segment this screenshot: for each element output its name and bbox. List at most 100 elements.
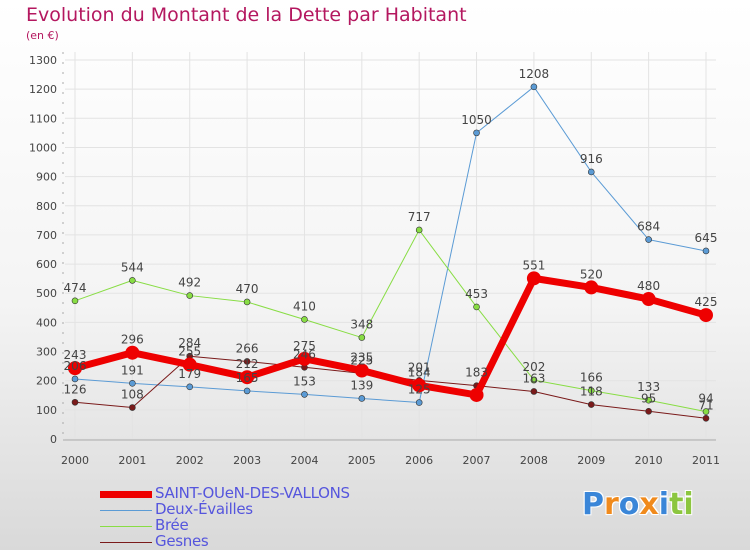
data-label: 492 (178, 276, 201, 290)
data-point (354, 363, 369, 378)
data-point (129, 404, 136, 411)
data-label: 235 (350, 350, 373, 364)
data-label: 246 (293, 347, 316, 361)
data-label: 191 (121, 363, 144, 377)
data-point (473, 129, 480, 137)
data-point (645, 396, 652, 404)
y-tick-label: 600 (36, 258, 57, 271)
x-tick-label: 2002 (176, 454, 204, 467)
legend-label: SAINT-OUeN-DES-VALLONS (155, 484, 350, 502)
data-label: 206 (64, 359, 87, 373)
data-label: 348 (350, 318, 373, 332)
y-tick-label: 400 (36, 316, 57, 329)
x-tick-label: 2005 (348, 454, 376, 467)
data-point (587, 401, 595, 408)
x-tick-label: 2004 (290, 454, 318, 467)
data-label: 453 (465, 287, 488, 301)
series-line (74, 355, 707, 419)
data-point (182, 357, 197, 372)
logo-letter: t (669, 487, 684, 522)
legend-swatch (100, 525, 152, 527)
data-point (71, 375, 79, 383)
data-point (587, 387, 595, 394)
legend-swatch (100, 490, 152, 498)
data-point (584, 280, 599, 295)
data-point (469, 387, 484, 402)
data-point (415, 226, 423, 234)
data-label: 684 (637, 220, 660, 234)
y-tick-label: 500 (36, 287, 57, 300)
data-point (530, 388, 538, 395)
data-point (186, 383, 194, 391)
x-tick-label: 2011 (692, 454, 720, 467)
data-point (645, 236, 652, 243)
y-tick-label: 800 (36, 200, 57, 213)
data-label: 425 (695, 295, 718, 309)
data-label: 296 (121, 333, 144, 347)
y-tick-label: 1000 (29, 141, 57, 154)
logo-letter: P (582, 487, 604, 522)
line-chart: 0 100 200 300 400 500 600 700 800 900 1000 1100 1200… (29, 52, 720, 467)
y-tick-label: 700 (36, 229, 57, 242)
legend-swatch (100, 509, 152, 511)
data-label: 470 (236, 282, 259, 296)
series-line (71, 274, 710, 399)
data-point (530, 376, 538, 384)
data-point (641, 292, 656, 307)
x-tick-label: 2007 (463, 454, 491, 467)
data-point (358, 395, 366, 402)
data-point (125, 345, 140, 360)
data-label: 163 (522, 371, 545, 385)
data-point (301, 316, 308, 323)
series-line (74, 229, 707, 413)
data-label: 255 (178, 345, 201, 359)
data-label: 275 (293, 339, 316, 353)
data-point (186, 292, 194, 299)
data-point (71, 297, 79, 305)
data-label: 202 (522, 360, 545, 374)
data-point (243, 298, 251, 306)
data-label: 916 (580, 152, 603, 166)
legend-label: Deux-Évailles (155, 500, 253, 518)
data-label: 166 (580, 371, 603, 385)
data-label: 717 (408, 210, 431, 224)
data-point (129, 380, 136, 387)
data-label: 520 (580, 267, 603, 281)
y-tick-label: 100 (36, 404, 57, 417)
y-tick-label: 0 (50, 433, 57, 446)
data-label: 212 (236, 357, 259, 371)
data-point (68, 361, 82, 376)
x-tick-label: 2008 (520, 454, 548, 467)
series-line (74, 86, 707, 404)
data-point (645, 408, 652, 415)
legend-swatch (100, 541, 152, 543)
y-tick-label: 1200 (29, 83, 57, 96)
data-label: 225 (350, 353, 373, 367)
logo-letter: r (604, 487, 619, 522)
x-tick-label: 2010 (635, 454, 663, 467)
data-label: 139 (350, 378, 373, 392)
x-tick-label: 2006 (405, 454, 433, 467)
data-label: 551 (522, 258, 545, 272)
x-tick-label: 2003 (233, 454, 261, 467)
data-label: 133 (637, 380, 660, 394)
logo-letter: x (639, 487, 659, 522)
data-label: 645 (695, 231, 718, 245)
data-label: 284 (178, 336, 201, 350)
data-label: 1208 (519, 67, 550, 81)
data-point (702, 247, 710, 255)
chart-title: Evolution du Montant de la Dette par Hab… (26, 4, 467, 26)
data-point (129, 277, 136, 284)
x-tick-label: 2009 (577, 454, 605, 467)
data-point (301, 391, 308, 398)
data-label: 118 (580, 385, 603, 399)
data-point (415, 399, 423, 406)
data-label: 266 (236, 341, 259, 355)
data-point (702, 415, 710, 422)
logo-letter: i (683, 487, 694, 522)
data-label: 243 (64, 348, 87, 362)
data-label: 71 (698, 398, 713, 412)
y-tick-label: 300 (36, 346, 57, 359)
data-label: 153 (293, 374, 316, 388)
